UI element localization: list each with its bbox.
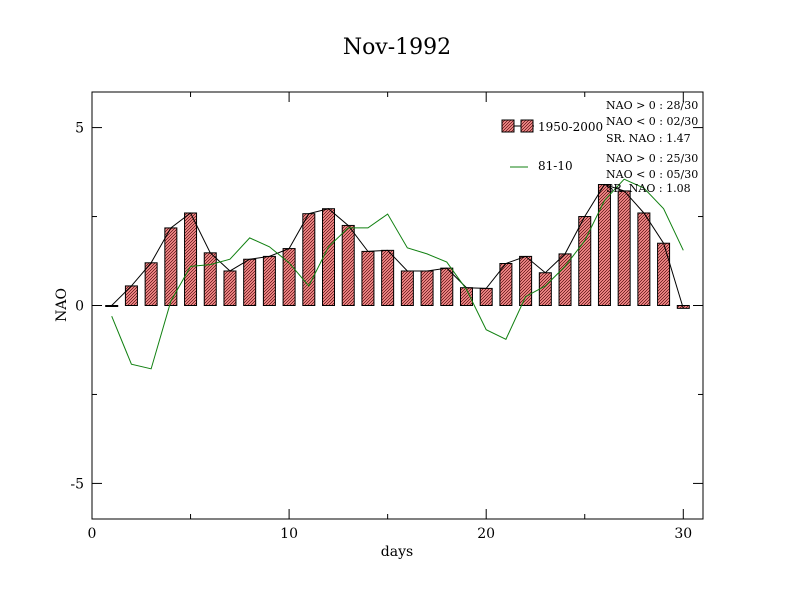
- y-tick-label: -5: [70, 476, 84, 492]
- y-tick-label: 5: [75, 121, 84, 137]
- bar-series: [105, 184, 690, 309]
- bar: [361, 250, 375, 306]
- stats-annotations: NAO > 0 : 28/30 NAO < 0 : 02/30 SR. NAO …: [606, 99, 698, 195]
- bar: [184, 212, 198, 307]
- legend-bar-swatch-2: [520, 119, 534, 133]
- legend: 1950-2000 81-10: [501, 119, 603, 173]
- chart-title: Nov-1992: [343, 35, 451, 60]
- bar: [341, 224, 355, 306]
- y-axis: -5 0 5: [70, 121, 703, 492]
- x-axis: 0 10 20 30: [88, 92, 692, 542]
- bar: [499, 263, 513, 306]
- x-tick-label: 0: [88, 526, 97, 542]
- bar: [381, 249, 395, 307]
- bar: [538, 272, 552, 307]
- legend-label-bars: 1950-2000: [538, 120, 603, 134]
- bar-connector-line: [111, 183, 684, 309]
- bar: [203, 252, 217, 307]
- legend-label-line: 81-10: [538, 159, 573, 173]
- bar: [223, 270, 237, 306]
- legend-bar-swatch-1: [501, 119, 515, 133]
- bar: [479, 287, 493, 307]
- bar: [262, 255, 276, 306]
- bar: [124, 285, 138, 307]
- bar: [322, 208, 336, 306]
- bar: [440, 267, 454, 307]
- bar: [617, 190, 631, 306]
- annotation-1-3: SR. NAO : 1.47: [606, 132, 691, 145]
- annotation-1-2: NAO < 0 : 02/30: [606, 115, 698, 128]
- bar: [597, 184, 611, 306]
- bar: [578, 216, 592, 307]
- bar: [105, 305, 119, 307]
- x-tick-label: 10: [280, 526, 298, 542]
- annotation-2-2: NAO < 0 : 05/30: [606, 168, 698, 181]
- bar: [637, 212, 651, 307]
- x-tick-label: 30: [674, 526, 692, 542]
- x-tick-label: 20: [477, 526, 495, 542]
- bar: [243, 258, 257, 307]
- y-axis-label: NAO: [54, 288, 70, 322]
- x-axis-label: days: [381, 544, 413, 560]
- bar: [519, 255, 533, 306]
- bar: [144, 262, 158, 306]
- bar: [302, 213, 316, 307]
- bar: [657, 242, 671, 307]
- bar: [420, 270, 434, 306]
- annotation-1-1: NAO > 0 : 28/30: [606, 99, 698, 112]
- annotation-2-3: SR. NAO : 1.08: [606, 182, 691, 195]
- bar: [400, 270, 414, 306]
- y-tick-label: 0: [75, 299, 84, 315]
- annotation-2-1: NAO > 0 : 25/30: [606, 152, 698, 165]
- bar: [282, 248, 296, 306]
- line-series: [111, 178, 684, 370]
